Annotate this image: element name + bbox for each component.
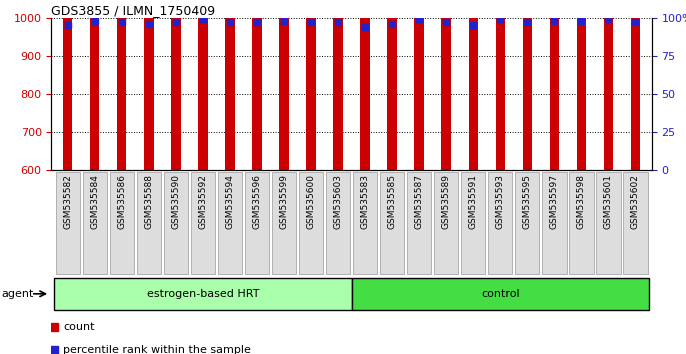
- FancyBboxPatch shape: [299, 172, 323, 274]
- FancyBboxPatch shape: [82, 172, 107, 274]
- Bar: [630, 0, 640, 170]
- Bar: [577, 0, 586, 170]
- Bar: [117, 0, 126, 170]
- Text: GSM535594: GSM535594: [226, 174, 235, 229]
- FancyBboxPatch shape: [461, 172, 486, 274]
- FancyBboxPatch shape: [110, 172, 134, 274]
- Text: GSM535602: GSM535602: [631, 174, 640, 229]
- Bar: [198, 0, 208, 170]
- FancyBboxPatch shape: [245, 172, 269, 274]
- Text: GSM535592: GSM535592: [198, 174, 207, 229]
- Text: GDS3855 / ILMN_1750409: GDS3855 / ILMN_1750409: [51, 4, 215, 17]
- FancyBboxPatch shape: [407, 172, 431, 274]
- FancyBboxPatch shape: [351, 278, 649, 310]
- Text: GSM535583: GSM535583: [361, 174, 370, 229]
- FancyBboxPatch shape: [353, 172, 377, 274]
- Text: estrogen-based HRT: estrogen-based HRT: [147, 289, 259, 299]
- FancyBboxPatch shape: [217, 172, 242, 274]
- Bar: [171, 0, 180, 170]
- Bar: [306, 0, 316, 170]
- FancyBboxPatch shape: [137, 172, 161, 274]
- Text: GSM535588: GSM535588: [144, 174, 153, 229]
- Text: GSM535593: GSM535593: [496, 174, 505, 229]
- Bar: [63, 0, 73, 170]
- FancyBboxPatch shape: [191, 172, 215, 274]
- Text: GSM535598: GSM535598: [577, 174, 586, 229]
- Text: agent: agent: [1, 289, 34, 299]
- Bar: [388, 0, 397, 170]
- FancyBboxPatch shape: [434, 172, 458, 274]
- Bar: [252, 0, 261, 170]
- Bar: [360, 0, 370, 170]
- Bar: [469, 0, 478, 170]
- Bar: [414, 0, 424, 170]
- Bar: [523, 0, 532, 170]
- FancyBboxPatch shape: [272, 172, 296, 274]
- Text: GSM535582: GSM535582: [63, 174, 72, 229]
- FancyBboxPatch shape: [54, 278, 351, 310]
- FancyBboxPatch shape: [542, 172, 567, 274]
- FancyBboxPatch shape: [56, 172, 80, 274]
- Text: GSM535585: GSM535585: [388, 174, 397, 229]
- FancyBboxPatch shape: [164, 172, 188, 274]
- Bar: [90, 0, 99, 170]
- Bar: [442, 0, 451, 170]
- Text: control: control: [481, 289, 519, 299]
- Text: GSM535590: GSM535590: [172, 174, 180, 229]
- Text: percentile rank within the sample: percentile rank within the sample: [63, 344, 251, 354]
- Text: GSM535595: GSM535595: [523, 174, 532, 229]
- Bar: [279, 0, 289, 170]
- Text: GSM535596: GSM535596: [252, 174, 261, 229]
- FancyBboxPatch shape: [624, 172, 648, 274]
- FancyBboxPatch shape: [569, 172, 593, 274]
- Bar: [495, 0, 505, 170]
- Text: GSM535591: GSM535591: [469, 174, 477, 229]
- Text: GSM535599: GSM535599: [279, 174, 289, 229]
- Bar: [333, 0, 343, 170]
- Text: GSM535597: GSM535597: [550, 174, 559, 229]
- Bar: [604, 0, 613, 170]
- Bar: [549, 0, 559, 170]
- Bar: [144, 0, 154, 170]
- Text: GSM535600: GSM535600: [307, 174, 316, 229]
- Text: GSM535584: GSM535584: [91, 174, 99, 229]
- FancyBboxPatch shape: [515, 172, 539, 274]
- Text: count: count: [63, 321, 95, 332]
- FancyBboxPatch shape: [380, 172, 404, 274]
- FancyBboxPatch shape: [596, 172, 621, 274]
- Text: GSM535586: GSM535586: [117, 174, 126, 229]
- FancyBboxPatch shape: [326, 172, 351, 274]
- FancyBboxPatch shape: [488, 172, 512, 274]
- Text: GSM535587: GSM535587: [414, 174, 424, 229]
- Text: GSM535589: GSM535589: [442, 174, 451, 229]
- Bar: [225, 0, 235, 170]
- Text: GSM535603: GSM535603: [333, 174, 342, 229]
- Text: GSM535601: GSM535601: [604, 174, 613, 229]
